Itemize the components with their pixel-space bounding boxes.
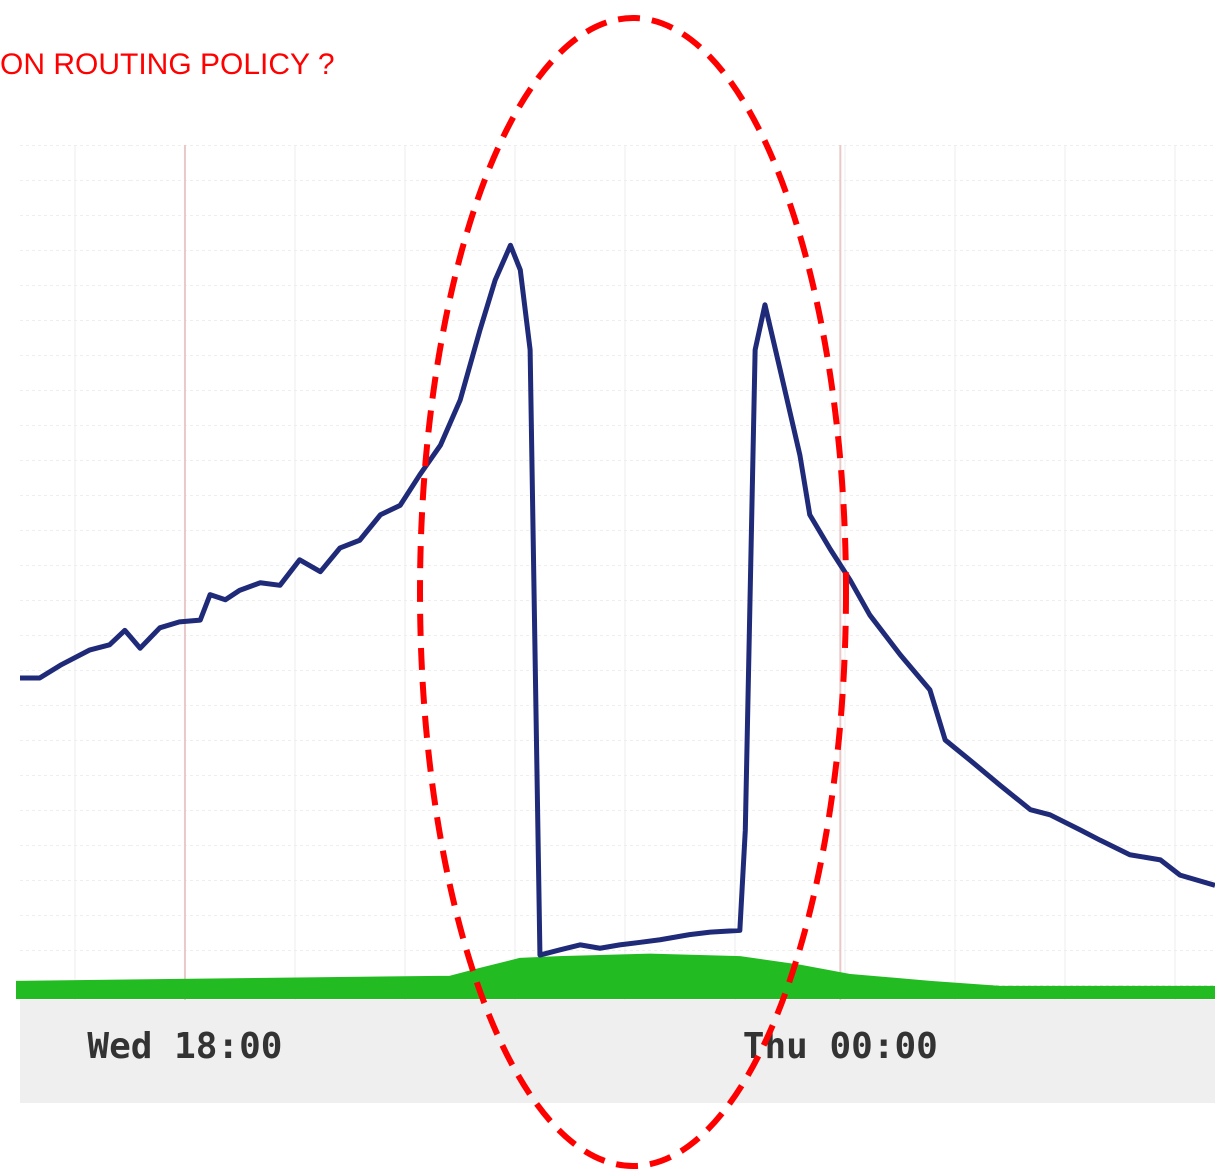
x-axis-band	[20, 1000, 1215, 1103]
line	[20, 242, 1215, 958]
highlight-ellipse	[417, 15, 849, 1169]
x-tick-label: Wed 18:00	[87, 1026, 282, 1067]
plot: Wed 18:00 Thu 00:00	[16, 145, 1215, 1067]
area	[16, 953, 1215, 999]
x-tick-label: Thu 00:00	[743, 1026, 938, 1067]
chart-title: ON ROUTING POLICY ?	[0, 48, 335, 81]
plot-background	[20, 145, 1215, 1000]
